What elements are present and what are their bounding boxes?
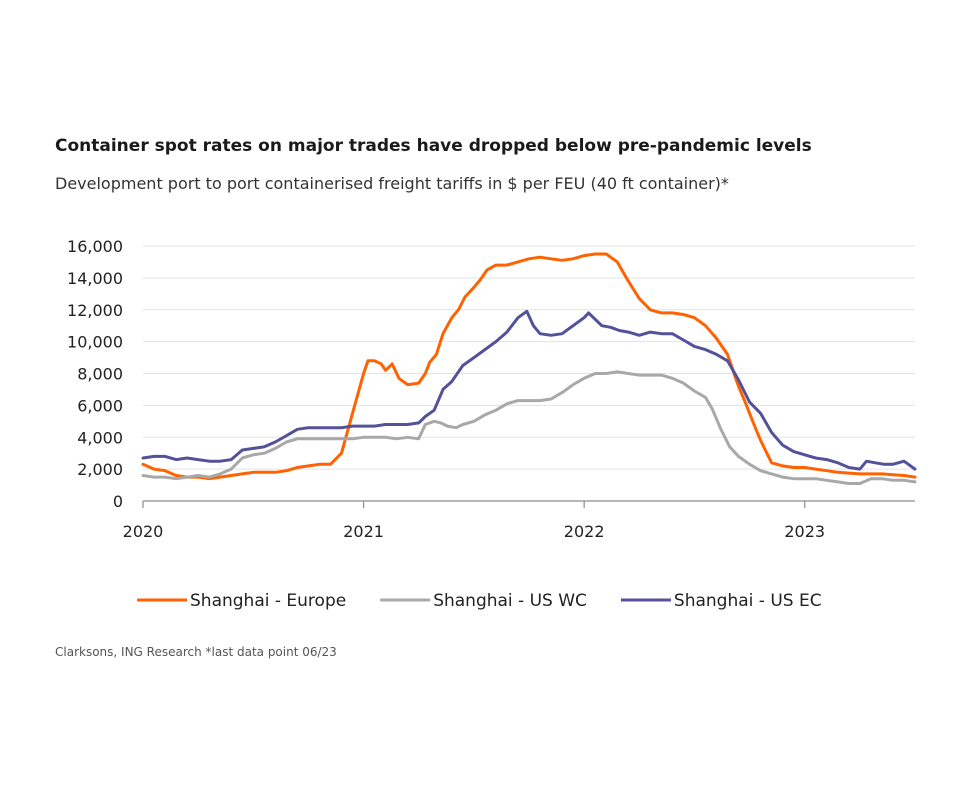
series-lines bbox=[141, 252, 917, 485]
y-tick-label: 6,000 bbox=[77, 396, 123, 415]
y-tick-label: 12,000 bbox=[67, 301, 123, 320]
y-tick-label: 4,000 bbox=[77, 428, 123, 447]
y-tick-label: 8,000 bbox=[77, 365, 123, 384]
y-tick-label: 2,000 bbox=[77, 460, 123, 479]
gridlines bbox=[143, 245, 915, 470]
y-tick-label: 10,000 bbox=[67, 333, 123, 352]
legend-label-3: Shanghai - US EC bbox=[674, 591, 822, 611]
series-line-1 bbox=[141, 252, 917, 481]
x-tick-label: 2021 bbox=[343, 522, 384, 541]
x-tick-label: 2020 bbox=[123, 522, 164, 541]
y-tick-label: 16,000 bbox=[67, 237, 123, 256]
legend: Shanghai - Europe Shanghai - US WC Shangha… bbox=[137, 591, 822, 611]
y-axis: 0 2,000 4,000 6,000 8,000 10,000 12,000 14,000 1… bbox=[67, 237, 123, 511]
x-axis: 2020 2021 2022 2023 bbox=[123, 500, 915, 541]
x-tick-label: 2022 bbox=[564, 522, 605, 541]
series-line-3 bbox=[141, 309, 917, 471]
legend-label-2: Shanghai - US WC bbox=[433, 591, 587, 611]
x-tick-label: 2023 bbox=[784, 522, 825, 541]
y-tick-label: 0 bbox=[113, 492, 123, 511]
chart-title: Container spot rates on major trades hav… bbox=[55, 136, 812, 156]
source-note: Clarksons, ING Research *last data point… bbox=[55, 645, 337, 659]
series-line-2 bbox=[141, 370, 917, 485]
legend-label-1: Shanghai - Europe bbox=[190, 591, 346, 611]
line-chart: 0 2,000 4,000 6,000 8,000 10,000 12,000 14,000 1… bbox=[67, 237, 917, 611]
chart-subtitle: Development port to port containerised f… bbox=[55, 174, 729, 193]
y-tick-label: 14,000 bbox=[67, 269, 123, 288]
